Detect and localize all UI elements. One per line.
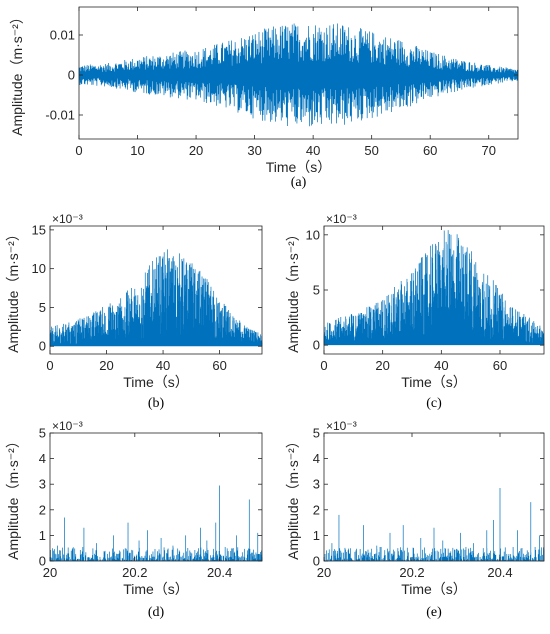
y-exponent-label: ×10⁻³ [52, 419, 83, 433]
y-tick-label: 5 [313, 283, 320, 298]
x-tick-label: 40 [306, 143, 320, 158]
signal-trace-d [49, 485, 263, 561]
x-axis-label: Time（s） [123, 374, 189, 390]
axes-frame [49, 432, 263, 562]
panel-caption: (b) [148, 396, 165, 411]
y-tick-label: 0 [39, 339, 46, 354]
y-tick-label: 4 [313, 451, 320, 466]
y-tick-label: 0 [68, 68, 75, 83]
y-tick-label: -0.01 [45, 108, 75, 123]
x-tick-label: 30 [247, 143, 261, 158]
y-tick-label: 1 [39, 528, 46, 543]
panel-caption: (a) [291, 175, 307, 190]
axes-frame [49, 225, 263, 355]
x-tick-label: 40 [156, 358, 170, 373]
x-tick-label: 20.2 [399, 565, 424, 580]
x-tick-label: 10 [130, 143, 144, 158]
y-tick-label: 10 [32, 261, 46, 276]
y-tick-label: 2 [39, 502, 46, 517]
y-tick-label: 5 [39, 300, 46, 315]
x-tick-label: 60 [212, 358, 226, 373]
x-tick-label: 20 [375, 358, 389, 373]
panel-caption: (d) [148, 605, 165, 620]
axes-frame [323, 432, 545, 562]
signal-trace-c [323, 230, 545, 346]
y-tick-label: 0 [313, 554, 320, 569]
x-axis-label: Time（s） [123, 581, 189, 597]
signal-trace-e [323, 488, 545, 561]
y-exponent-label: ×10⁻³ [326, 212, 357, 226]
axes-frame [78, 6, 519, 140]
x-tick-label: 20.2 [122, 565, 147, 580]
x-tick-label: 70 [481, 143, 495, 158]
y-axis-label: Amplitude（m·s⁻²） [5, 227, 21, 353]
x-tick-label: 20 [99, 358, 113, 373]
x-tick-label: 0 [75, 143, 82, 158]
y-tick-label: 5 [313, 426, 320, 441]
panel-caption: (c) [426, 396, 442, 411]
y-axis-label: Amplitude（m·s⁻²） [5, 434, 21, 560]
x-tick-label: 0 [46, 358, 53, 373]
y-exponent-label: ×10⁻³ [326, 419, 357, 433]
y-tick-label: 3 [313, 477, 320, 492]
signal-trace-a [78, 23, 519, 127]
x-tick-label: 0 [320, 358, 327, 373]
x-tick-label: 20 [43, 565, 57, 580]
y-tick-label: 0 [313, 338, 320, 353]
y-tick-label: 3 [39, 477, 46, 492]
y-axis-label: Amplitude（m·s⁻²） [285, 434, 301, 560]
y-axis-label: Amplitude（m·s⁻²） [9, 10, 25, 136]
panel-d: 20 20.2 20.4 0 1 2 3 4 5 ×10⁻³ Time（s） Amplitude（m·… [5, 419, 263, 620]
y-tick-label: 2 [313, 502, 320, 517]
panel-c: 0 20 40 60 0 5 10 ×10⁻³ Time（s） Amplitude（m·s⁻²） (… [285, 212, 545, 411]
panel-caption: (e) [426, 605, 442, 620]
x-tick-label: 20 [189, 143, 203, 158]
y-tick-label: 1 [313, 528, 320, 543]
x-tick-label: 60 [423, 143, 437, 158]
x-tick-label: 50 [364, 143, 378, 158]
panel-b: 0 20 40 60 0 5 10 15 ×10⁻³ Time（s） Amplitude（m·s⁻²… [5, 212, 263, 411]
x-tick-label: 20.4 [207, 565, 232, 580]
y-tick-label: 0.01 [50, 28, 75, 43]
y-tick-label: 10 [306, 227, 320, 242]
y-tick-label: 5 [39, 426, 46, 441]
x-axis-label: Time（s） [401, 581, 467, 597]
y-exponent-label: ×10⁻³ [52, 212, 83, 226]
x-tick-label: 40 [434, 358, 448, 373]
y-axis-label: Amplitude（m·s⁻²） [285, 227, 301, 353]
signal-trace-b [49, 249, 263, 347]
panel-a: 0 10 20 30 40 50 60 70 -0.01 0 0.01 Time（s） Amplitud… [9, 6, 519, 190]
x-axis-label: Time（s） [266, 159, 332, 175]
x-axis-label: Time（s） [401, 374, 467, 390]
y-tick-label: 0 [39, 554, 46, 569]
x-tick-label: 20.4 [487, 565, 512, 580]
panel-e: 20 20.2 20.4 0 1 2 3 4 5 ×10⁻³ Time（s） Amplitude（m·… [285, 419, 545, 620]
y-tick-label: 4 [39, 451, 46, 466]
x-tick-label: 60 [493, 358, 507, 373]
y-tick-label: 15 [32, 222, 46, 237]
x-tick-label: 20 [317, 565, 331, 580]
